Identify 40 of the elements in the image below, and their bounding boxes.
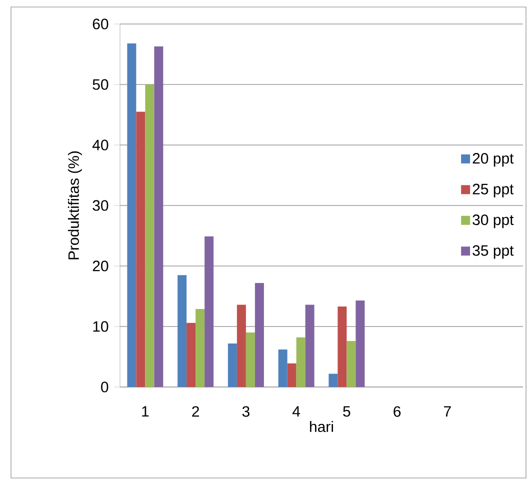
legend-label: 20 ppt: [472, 153, 514, 167]
bar: [204, 236, 214, 387]
bar: [328, 374, 338, 387]
y-axis-title: Produktifitas (%): [68, 151, 82, 260]
bar: [236, 304, 246, 387]
bar: [278, 349, 288, 387]
bar: [154, 46, 164, 387]
x-tick-label: 2: [192, 406, 199, 417]
bar: [254, 282, 264, 387]
x-tick-label: 7: [444, 406, 451, 417]
legend-label: 30 ppt: [472, 214, 514, 228]
legend-label: 35 ppt: [472, 245, 514, 259]
bar: [127, 43, 136, 387]
bar: [356, 300, 365, 387]
y-tick-label: 0: [101, 382, 108, 392]
y-tick-label: 20: [92, 260, 108, 272]
x-tick-label: 5: [343, 406, 350, 417]
bar: [186, 322, 196, 387]
y-tick-label: 50: [92, 79, 108, 90]
bar: [136, 112, 146, 387]
bar: [287, 363, 296, 387]
bar: [305, 304, 314, 387]
x-tick-label: 6: [394, 406, 401, 417]
bar: [338, 306, 347, 387]
bar: [346, 341, 356, 387]
y-tick-label: 40: [92, 140, 108, 150]
bar: [246, 332, 255, 387]
x-axis-title: hari: [310, 421, 333, 432]
y-tick-label: 30: [92, 200, 108, 211]
bar: [196, 308, 205, 387]
y-tick-label: 10: [93, 321, 108, 332]
bar: [228, 343, 237, 387]
bar: [145, 84, 154, 387]
legend-label: 25 ppt: [472, 184, 514, 198]
x-tick-label: 3: [242, 406, 250, 417]
x-tick-label: 1: [142, 406, 149, 417]
x-tick-label: 4: [292, 406, 300, 417]
y-tick-label: 60: [92, 18, 108, 30]
bar: [178, 275, 187, 387]
bar: [296, 337, 306, 387]
